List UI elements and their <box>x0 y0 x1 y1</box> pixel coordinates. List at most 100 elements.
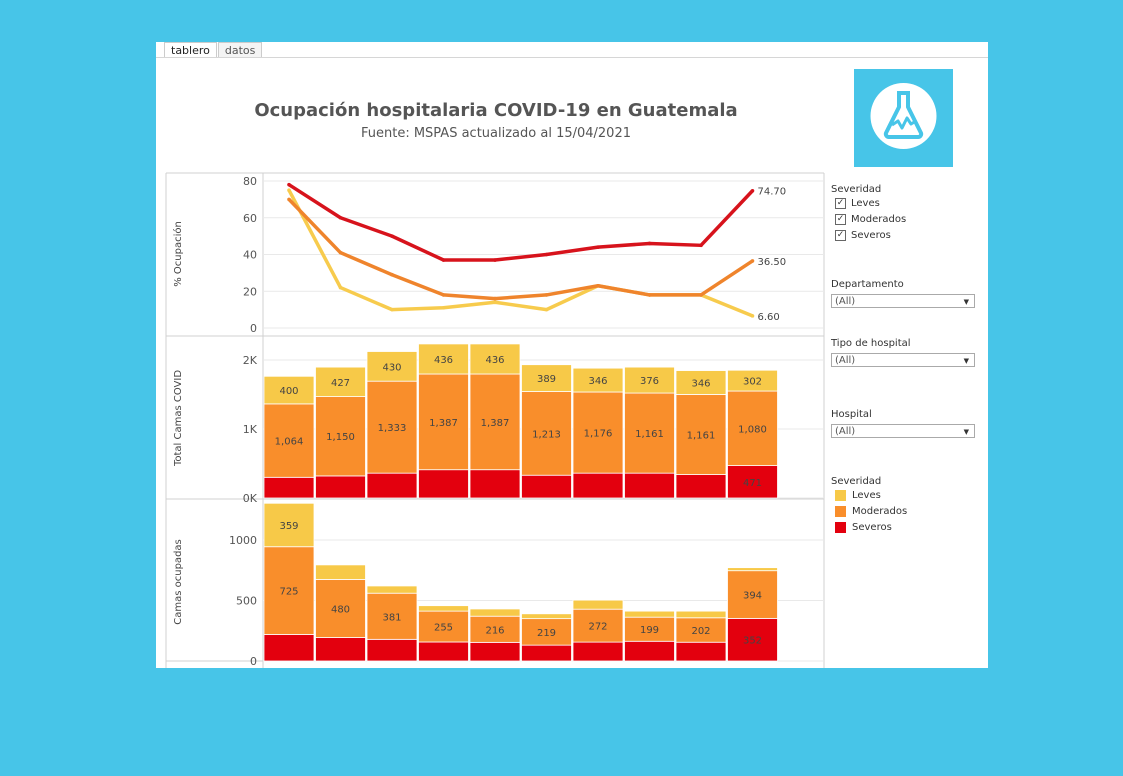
data-point-severos <box>544 252 549 257</box>
bar-value-label: 381 <box>382 612 401 623</box>
bar-severos <box>624 640 675 662</box>
checkbox-leves[interactable]: ✓ Leves <box>835 195 906 211</box>
departamento-label: Departamento <box>831 279 904 290</box>
bar-moderados <box>418 373 469 471</box>
chart-area: 0 20 40 60 80 % Ocupación 6.60 36.50 74.70 0K 1K 2K… <box>165 172 825 668</box>
bar-value-label: 216 <box>485 625 504 636</box>
legend-item-leves[interactable]: Leves <box>835 487 907 503</box>
bar-value-label: 725 <box>279 587 298 598</box>
bar-value-label: 1,213 <box>532 429 561 440</box>
bar-value-label: 272 <box>588 622 607 633</box>
y-axis-label: Total Camas COVID <box>173 370 184 467</box>
bar-severos <box>418 641 469 662</box>
data-point-severos <box>699 243 703 248</box>
severity-filter-title: Severidad <box>831 184 882 195</box>
bar-moderados <box>572 391 624 474</box>
checkbox-label: Leves <box>851 197 880 209</box>
data-point-moderados <box>441 293 446 297</box>
data-point-severos <box>338 215 343 220</box>
legend-swatch <box>835 505 846 517</box>
data-point-severos <box>493 258 497 262</box>
bar-value-label: 199 <box>640 625 659 636</box>
data-point-leves <box>287 188 291 192</box>
end-value-label: 6.60 <box>758 312 780 323</box>
bar-value-label: 376 <box>640 376 659 387</box>
y-tick-label: 60 <box>243 212 257 225</box>
bar-moderados <box>624 392 675 474</box>
bar-severos <box>521 644 572 662</box>
bar-moderados <box>727 390 778 466</box>
data-point-leves <box>544 307 549 312</box>
checkbox-label: Severos <box>851 229 891 241</box>
bar-value-label: 1,333 <box>378 423 407 434</box>
data-point-moderados <box>647 293 652 297</box>
bar-leves <box>572 599 624 610</box>
bar-value-label: 1,080 <box>738 424 767 435</box>
checkbox-severos[interactable]: ✓ Severos <box>835 227 906 243</box>
legend-item-severos[interactable]: Severos <box>835 519 907 535</box>
bar-moderados <box>263 546 315 635</box>
bar-severos <box>624 472 675 499</box>
bar-moderados <box>624 616 675 642</box>
series-line-severos <box>288 183 754 262</box>
flask-icon <box>870 83 937 149</box>
bar-leves <box>469 343 521 375</box>
legend-label: Moderados <box>852 505 908 517</box>
bar-leves <box>263 375 315 405</box>
bar-value-label: 1,150 <box>326 432 355 443</box>
tipo-hospital-dropdown[interactable]: (All) ▼ <box>831 353 975 367</box>
y-tick-label: 0K <box>243 492 258 505</box>
bar-moderados <box>572 608 624 643</box>
end-value-label: 74.70 <box>758 187 787 198</box>
tab-divider <box>156 57 988 58</box>
bar-moderados <box>521 618 572 646</box>
bar-value-label: 394 <box>743 591 762 602</box>
bar-value-label: 255 <box>434 623 453 634</box>
dropdown-value: (All) <box>835 426 856 437</box>
chevron-down-icon: ▼ <box>963 298 969 306</box>
bar-leves <box>675 610 727 619</box>
bar-leves <box>366 585 418 594</box>
dashboard-panel: tablero datos Ocupación hospitalaria COV… <box>156 42 988 668</box>
tab-tablero[interactable]: tablero <box>164 42 217 58</box>
data-point-moderados <box>750 259 755 263</box>
bar-value-label: 480 <box>331 604 350 615</box>
bar-value-label: 1,161 <box>687 430 716 441</box>
bar-value-label: 1,387 <box>481 418 510 429</box>
checkbox-moderados[interactable]: ✓ Moderados <box>835 211 906 227</box>
legend-title: Severidad <box>831 476 882 487</box>
color-legend: Severidad Leves Moderados Severos <box>831 476 907 535</box>
hospital-dropdown[interactable]: (All) ▼ <box>831 424 975 438</box>
bar-value-label: 202 <box>691 626 710 637</box>
data-point-leves <box>390 307 394 312</box>
chevron-down-icon: ▼ <box>963 357 969 365</box>
y-tick-label: 0 <box>250 322 257 335</box>
data-point-severos <box>647 241 652 246</box>
check-icon: ✓ <box>835 197 846 209</box>
bar-value-label: 1,161 <box>635 429 664 440</box>
bar-severos <box>469 469 521 499</box>
y-tick-label: 20 <box>243 285 257 298</box>
bar-severos <box>263 634 315 662</box>
y-axis-label: Camas ocupadas <box>173 539 184 624</box>
departamento-dropdown[interactable]: (All) ▼ <box>831 294 975 308</box>
legend-label: Leves <box>852 489 881 501</box>
bar-leves <box>675 370 727 395</box>
y-tick-label: 2K <box>243 354 258 367</box>
legend-item-moderados[interactable]: Moderados <box>835 503 907 519</box>
bar-leves <box>263 502 315 548</box>
bar-leves <box>315 564 366 580</box>
bar-severos <box>675 641 727 662</box>
bar-leves <box>315 366 366 397</box>
tipo-hospital-label: Tipo de hospital <box>831 338 911 349</box>
checkbox-label: Moderados <box>851 213 907 225</box>
bar-moderados <box>521 391 572 476</box>
data-point-moderados <box>544 293 549 297</box>
check-icon: ✓ <box>835 229 846 241</box>
bar-severos <box>366 472 418 499</box>
bar-moderados <box>727 570 778 619</box>
bar-value-label: 1,176 <box>584 429 613 440</box>
y-tick-label: 500 <box>236 594 257 607</box>
tab-datos[interactable]: datos <box>217 42 263 58</box>
check-icon: ✓ <box>835 213 846 225</box>
